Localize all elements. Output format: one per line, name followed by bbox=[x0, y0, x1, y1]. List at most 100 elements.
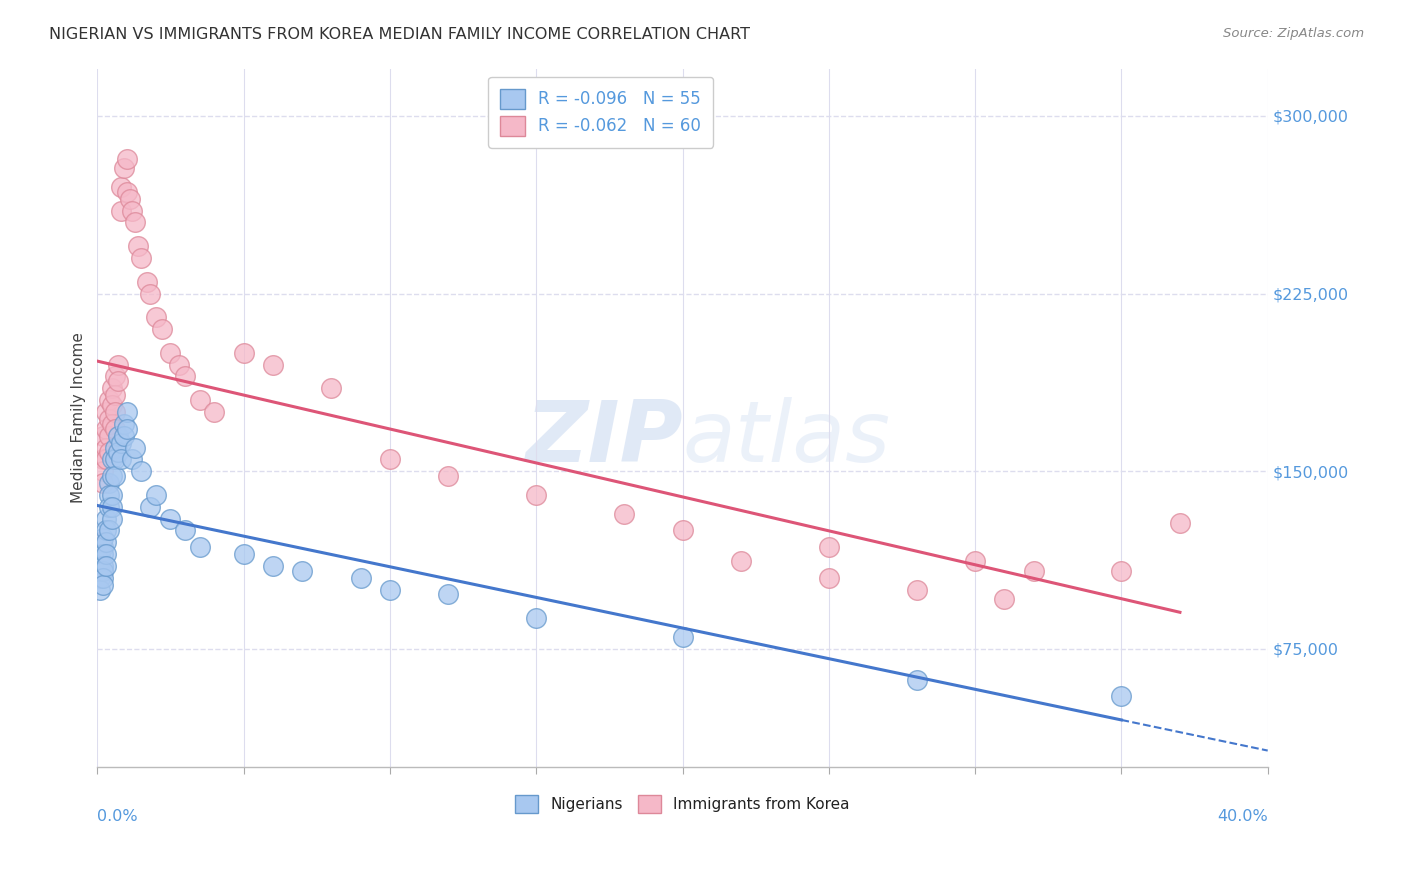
Point bbox=[136, 275, 159, 289]
Point bbox=[89, 564, 111, 578]
Point bbox=[94, 547, 117, 561]
Point bbox=[965, 554, 987, 568]
Point bbox=[101, 469, 124, 483]
Point bbox=[437, 587, 460, 601]
Point bbox=[115, 405, 138, 419]
Point bbox=[94, 421, 117, 435]
Point bbox=[89, 582, 111, 597]
Point bbox=[101, 488, 124, 502]
Point bbox=[817, 540, 839, 554]
Point bbox=[104, 441, 127, 455]
Point bbox=[127, 239, 149, 253]
Point bbox=[115, 185, 138, 199]
Point bbox=[159, 511, 181, 525]
Point bbox=[174, 369, 197, 384]
Point bbox=[89, 547, 111, 561]
Point bbox=[91, 531, 114, 545]
Point bbox=[905, 582, 928, 597]
Text: atlas: atlas bbox=[682, 397, 890, 481]
Point bbox=[115, 421, 138, 435]
Point bbox=[104, 369, 127, 384]
Point bbox=[104, 469, 127, 483]
Point bbox=[98, 393, 121, 408]
Point bbox=[188, 540, 211, 554]
Point bbox=[150, 322, 173, 336]
Point bbox=[101, 398, 124, 412]
Point bbox=[129, 464, 152, 478]
Point bbox=[94, 535, 117, 549]
Point bbox=[1168, 516, 1191, 531]
Point bbox=[101, 452, 124, 467]
Point bbox=[112, 161, 135, 175]
Point bbox=[89, 547, 111, 561]
Point bbox=[110, 452, 132, 467]
Point bbox=[169, 358, 191, 372]
Point bbox=[115, 152, 138, 166]
Point bbox=[98, 412, 121, 426]
Point bbox=[112, 417, 135, 431]
Point bbox=[107, 374, 129, 388]
Point bbox=[94, 511, 117, 525]
Point bbox=[1111, 564, 1133, 578]
Y-axis label: Median Family Income: Median Family Income bbox=[72, 333, 86, 503]
Point bbox=[94, 524, 117, 538]
Point bbox=[101, 511, 124, 525]
Point bbox=[91, 558, 114, 573]
Point bbox=[107, 445, 129, 459]
Text: Source: ZipAtlas.com: Source: ZipAtlas.com bbox=[1223, 27, 1364, 40]
Point bbox=[378, 582, 401, 597]
Legend: Nigerians, Immigrants from Korea: Nigerians, Immigrants from Korea bbox=[506, 786, 859, 822]
Point bbox=[110, 435, 132, 450]
Point bbox=[98, 428, 121, 442]
Point bbox=[671, 524, 693, 538]
Point bbox=[107, 358, 129, 372]
Point bbox=[107, 428, 129, 442]
Point bbox=[89, 554, 111, 568]
Point bbox=[91, 564, 114, 578]
Point bbox=[378, 452, 401, 467]
Point bbox=[232, 547, 254, 561]
Point bbox=[524, 488, 547, 502]
Point bbox=[94, 452, 117, 467]
Point bbox=[91, 571, 114, 585]
Point bbox=[91, 476, 114, 491]
Point bbox=[145, 310, 167, 325]
Point bbox=[94, 441, 117, 455]
Point bbox=[159, 345, 181, 359]
Point bbox=[91, 578, 114, 592]
Point bbox=[98, 500, 121, 514]
Point bbox=[232, 345, 254, 359]
Point bbox=[98, 524, 121, 538]
Text: 0.0%: 0.0% bbox=[97, 809, 138, 824]
Point bbox=[89, 571, 111, 585]
Point bbox=[671, 630, 693, 644]
Point bbox=[174, 524, 197, 538]
Point bbox=[101, 381, 124, 395]
Point bbox=[98, 476, 121, 491]
Point bbox=[124, 441, 146, 455]
Point bbox=[1022, 564, 1045, 578]
Point bbox=[139, 286, 162, 301]
Point bbox=[101, 500, 124, 514]
Text: ZIP: ZIP bbox=[524, 397, 682, 481]
Text: 40.0%: 40.0% bbox=[1218, 809, 1268, 824]
Point bbox=[730, 554, 752, 568]
Point bbox=[104, 388, 127, 402]
Point bbox=[905, 673, 928, 687]
Point bbox=[129, 251, 152, 265]
Point bbox=[91, 428, 114, 442]
Point bbox=[89, 558, 111, 573]
Point bbox=[262, 358, 284, 372]
Point bbox=[89, 535, 111, 549]
Point bbox=[98, 488, 121, 502]
Point bbox=[817, 571, 839, 585]
Point bbox=[91, 540, 114, 554]
Point bbox=[91, 452, 114, 467]
Point bbox=[110, 203, 132, 218]
Point bbox=[145, 488, 167, 502]
Point bbox=[104, 405, 127, 419]
Point bbox=[94, 405, 117, 419]
Point bbox=[124, 215, 146, 229]
Point bbox=[91, 464, 114, 478]
Point bbox=[188, 393, 211, 408]
